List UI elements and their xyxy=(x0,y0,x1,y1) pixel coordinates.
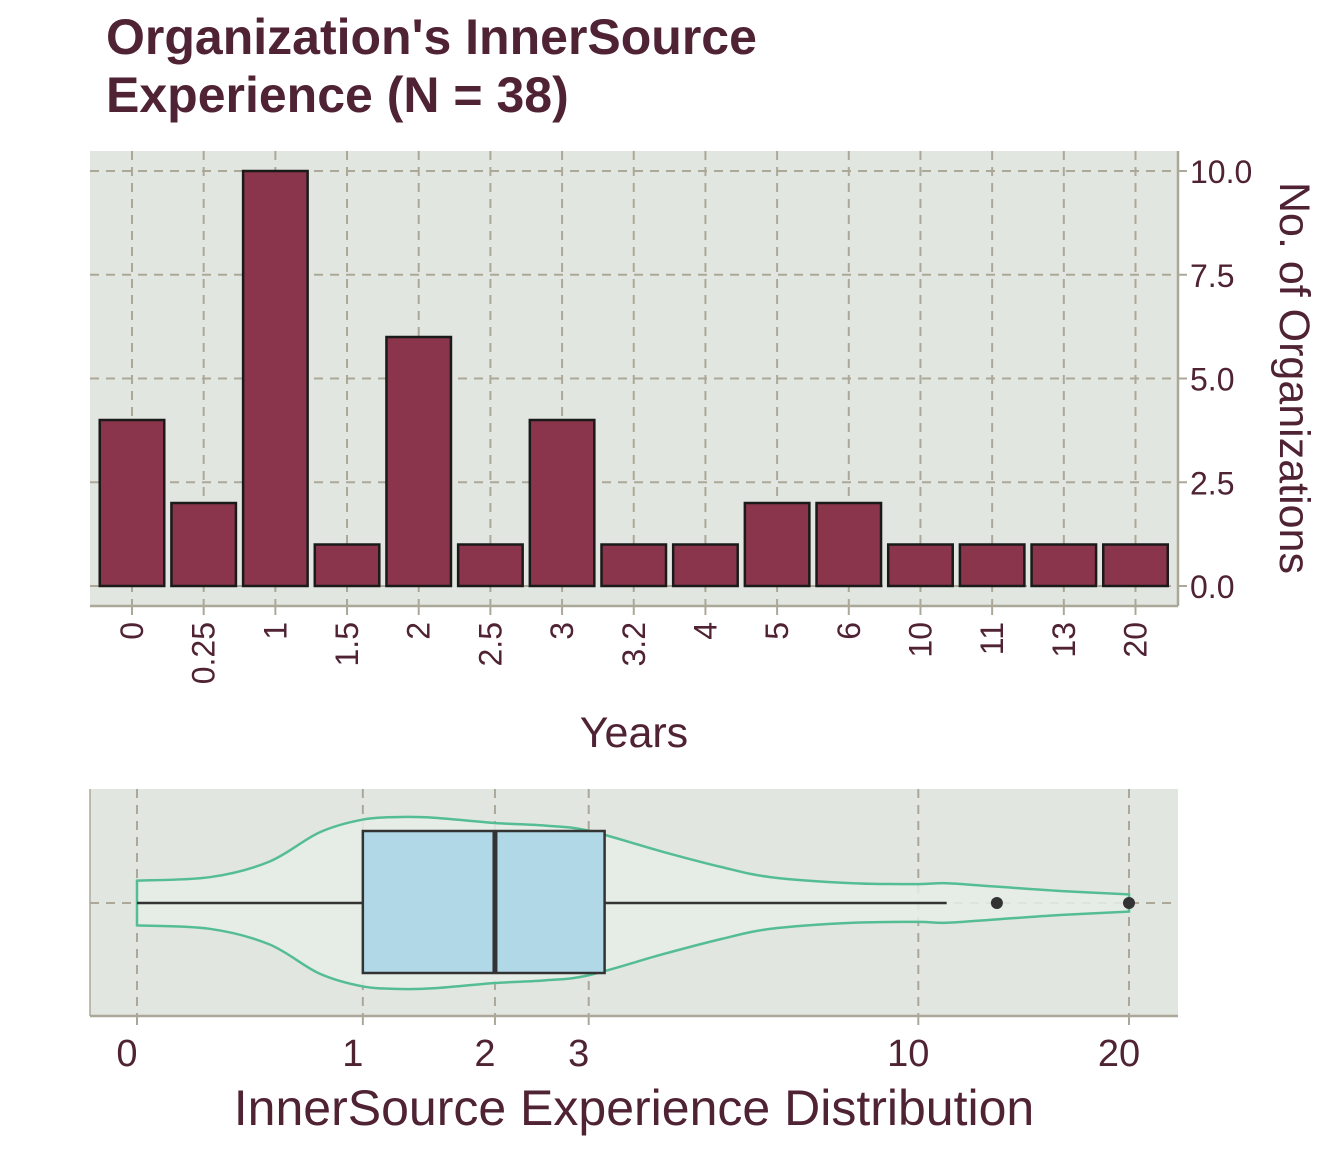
chart-title-line-2: Experience (N = 38) xyxy=(106,67,569,123)
bar-x-tick-label-8: 4 xyxy=(687,622,723,640)
bar-x-tick-label-12: 11 xyxy=(974,622,1010,655)
bar-x-tick-label-0: 0 xyxy=(114,622,150,640)
box-x-tick-label-4: 10 xyxy=(887,1033,929,1075)
bar-10 xyxy=(886,543,954,588)
bar-chart-bars xyxy=(98,169,1170,588)
bar-chart-axes: 0.0 2.5 5.0 7.5 10.0 0 0.25 1 1.5 2 2.5 3 3.2 4 5 6 10 11… xyxy=(90,151,1252,684)
bar-chart: 0.0 2.5 5.0 7.5 10.0 0 0.25 1 1.5 2 2.5 3 3.2 4 5 6 10 11… xyxy=(90,151,1318,757)
bar-11 xyxy=(958,543,1026,588)
box-x-tick-label-3: 3 xyxy=(568,1033,589,1075)
bar-0.25 xyxy=(170,501,238,588)
bar-20 xyxy=(1101,543,1170,588)
box-outlier-0 xyxy=(990,897,1003,909)
bar-2.5 xyxy=(456,543,524,588)
bar-x-tick-label-13: 13 xyxy=(1046,622,1082,658)
bar-x-axis-title: Years xyxy=(580,709,688,757)
box-chart-marks xyxy=(135,815,1135,991)
bar-y-tick-label-1: 2.5 xyxy=(1190,465,1234,501)
box-x-tick-label-0: 0 xyxy=(116,1033,137,1075)
bar-3 xyxy=(528,418,596,588)
bar-x-tick-label-1: 0.25 xyxy=(186,622,222,684)
bar-1 xyxy=(241,169,309,588)
bar-y-tick-label-3: 7.5 xyxy=(1190,258,1234,294)
bar-x-tick-label-2: 1 xyxy=(257,622,293,640)
chart-title-line-1: Organization's InnerSource xyxy=(106,9,757,65)
bar-x-tick-label-10: 6 xyxy=(831,622,867,640)
bar-x-tick-label-3: 1.5 xyxy=(329,622,365,666)
bar-y-axis-title: No. of Organizations xyxy=(1270,182,1318,574)
box-iqr xyxy=(361,829,606,975)
bar-0 xyxy=(98,418,166,588)
bar-y-tick-label-2: 5.0 xyxy=(1190,362,1234,398)
box-outlier-1 xyxy=(1123,897,1135,909)
bar-x-tick-label-11: 10 xyxy=(902,622,938,658)
bar-1.5 xyxy=(313,543,381,588)
bar-13 xyxy=(1030,543,1098,588)
bar-3.2 xyxy=(600,543,668,588)
bar-x-tick-label-5: 2.5 xyxy=(472,622,508,666)
bar-x-tick-label-6: 3 xyxy=(544,622,580,640)
box-x-tick-label-5: 20 xyxy=(1098,1033,1140,1075)
box-x-tick-label-2: 2 xyxy=(474,1033,495,1075)
bar-2 xyxy=(385,335,453,588)
bar-4 xyxy=(671,543,739,588)
box-x-tick-label-1: 1 xyxy=(342,1033,363,1075)
bar-x-tick-label-9: 5 xyxy=(759,622,795,640)
box-chart-axes: 0 1 2 3 10 20 xyxy=(89,789,1178,1075)
bar-x-tick-label-14: 20 xyxy=(1118,622,1154,658)
bar-6 xyxy=(815,501,883,588)
box-x-axis-title: InnerSource Experience Distribution xyxy=(234,1080,1034,1136)
chart-title: Organization's InnerSource Experience (N… xyxy=(106,8,1106,124)
bar-x-tick-label-4: 2 xyxy=(401,622,437,640)
bar-y-tick-label-0: 0.0 xyxy=(1190,569,1234,605)
bar-5 xyxy=(743,501,811,588)
bar-x-tick-label-7: 3.2 xyxy=(616,622,652,666)
box-violin-chart: 0 1 2 3 10 20 InnerSource Experience Distribu… xyxy=(89,789,1178,1136)
bar-y-tick-label-4: 10.0 xyxy=(1190,154,1252,190)
